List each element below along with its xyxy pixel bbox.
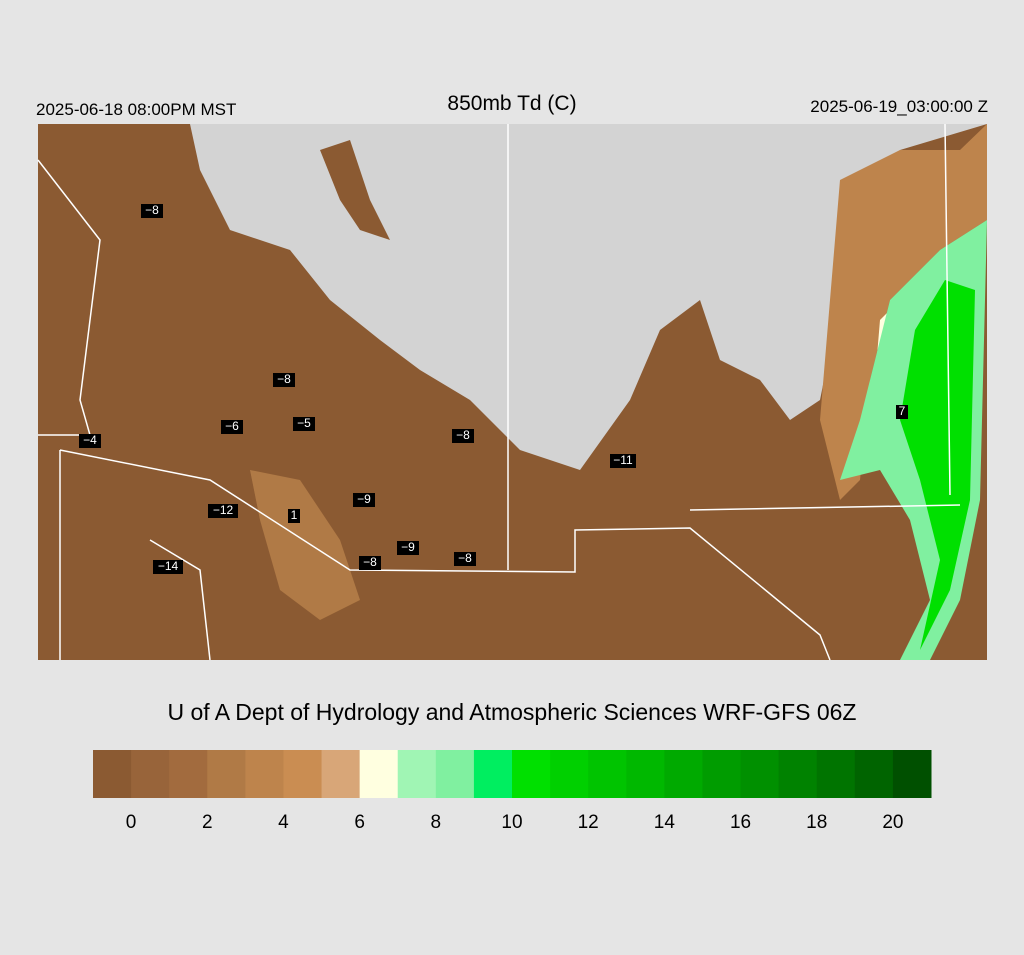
station-box (610, 454, 636, 468)
station-label: −12 (213, 503, 234, 517)
title: 850mb Td (C) (447, 92, 576, 115)
station-label: −8 (456, 428, 470, 442)
colorbar-swatch (664, 750, 703, 798)
station-box (288, 509, 300, 523)
station-box (353, 493, 375, 507)
colorbar-swatch (512, 750, 551, 798)
moist-region (250, 470, 360, 620)
colorbar-swatch (131, 750, 170, 798)
station-label: −9 (401, 540, 415, 554)
station-box (293, 417, 315, 431)
colorbar-tick-label: 16 (730, 812, 751, 833)
station-box (896, 405, 908, 419)
colorbar-swatch (816, 750, 856, 798)
colorbar-swatch (397, 750, 437, 798)
station-box (452, 429, 474, 443)
station-label: −8 (277, 372, 291, 386)
credit: U of A Dept of Hydrology and Atmospheric… (167, 699, 856, 725)
humid-region (900, 280, 975, 650)
colorbar-swatch (892, 750, 932, 798)
colorbar-swatch (854, 750, 894, 798)
moist-region (820, 124, 987, 500)
colorbar-swatch (283, 750, 323, 798)
station-label: −8 (145, 203, 159, 217)
colorbar-tick-label: 18 (806, 812, 827, 833)
colorbar-swatch (588, 750, 627, 798)
colorbar-tick-label: 14 (654, 812, 676, 833)
colorbar-swatch (359, 750, 399, 798)
station-box (208, 504, 238, 518)
colorbar-swatch (169, 750, 208, 798)
station-box (359, 556, 381, 570)
station-label: −8 (363, 555, 377, 569)
colorbar-swatch (93, 750, 132, 798)
station-box (273, 373, 295, 387)
colorbar-swatch (435, 750, 475, 798)
colorbar-swatch (778, 750, 818, 798)
colorbar-tick-label: 4 (278, 812, 289, 833)
colorbar-tick-label: 10 (501, 812, 522, 833)
state-borders (37, 123, 961, 661)
colorbar-swatch (321, 750, 361, 798)
dry-region (320, 140, 390, 240)
station-label: −14 (158, 559, 179, 573)
map (37, 123, 987, 661)
station-label: −11 (613, 453, 633, 467)
colorbar: 0 2 4 6 8 10 12 14 16 18 20 (93, 750, 932, 833)
valid-utc: 2025-06-19_03:00:00 Z (810, 97, 988, 116)
station-label: −5 (297, 416, 311, 430)
station-label: −6 (225, 419, 239, 433)
colorbar-swatch (702, 750, 742, 798)
colorbar-swatch (550, 750, 589, 798)
station-label: 1 (291, 508, 298, 522)
station-label: 7 (899, 404, 906, 418)
colorbar-tick-label: 0 (126, 812, 137, 833)
station-box (454, 552, 476, 566)
colorbar-tick-label: 8 (431, 812, 442, 833)
colorbar-tick-label: 2 (202, 812, 213, 833)
station-box (153, 560, 183, 574)
colorbar-swatch (473, 750, 513, 798)
colorbar-swatch (245, 750, 284, 798)
station-label: −4 (83, 433, 97, 447)
station-box (397, 541, 419, 555)
colorbar-tick-label: 6 (354, 812, 365, 833)
station-labels: −8 −8 −4 −6 −5 −8 −12 1 −9 −9 −8 −8 −14 … (79, 203, 908, 574)
colorbar-tick-label: 20 (882, 812, 903, 833)
station-label: −9 (357, 492, 371, 506)
station-box (141, 204, 163, 218)
colorbar-swatch (207, 750, 246, 798)
colorbar-swatch (626, 750, 665, 798)
colorbar-swatch (740, 750, 780, 798)
station-box (79, 434, 101, 448)
station-label: −8 (458, 551, 472, 565)
station-box (221, 420, 243, 434)
colorbar-tick-label: 12 (578, 812, 599, 833)
valid-local: 2025-06-18 08:00PM MST (36, 100, 236, 119)
